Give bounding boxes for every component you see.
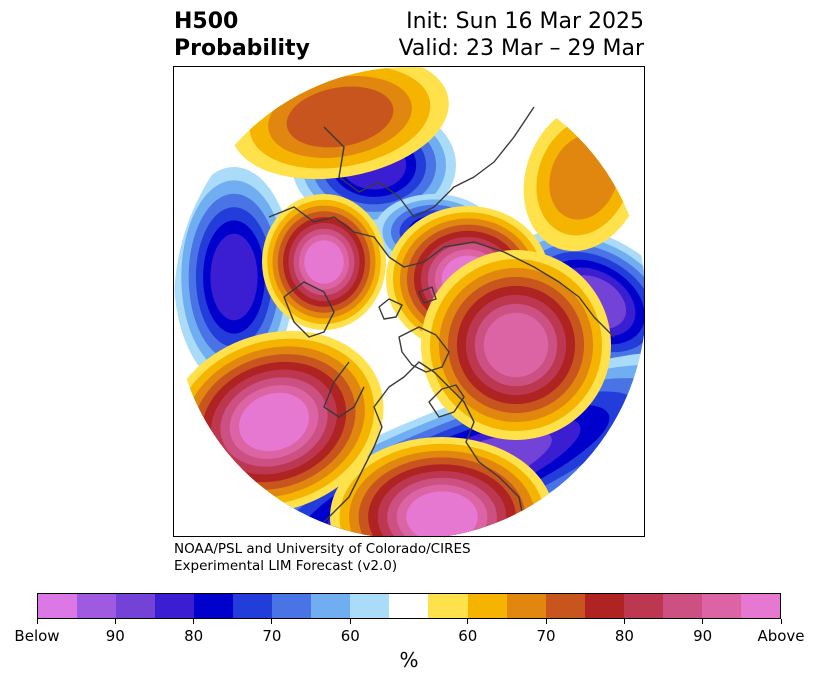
coastline-europe	[283, 281, 335, 338]
title-variable: H500	[174, 9, 239, 34]
map-title: H500 Probability	[174, 8, 310, 62]
colorbar-tick	[623, 619, 625, 624]
colorbar-swatch	[311, 594, 351, 618]
contour-band	[304, 240, 344, 284]
colorbar-swatch	[701, 594, 741, 618]
colorbar-tick	[114, 619, 116, 624]
colorbar-tick	[545, 619, 547, 624]
colorbar-tick-label: 60	[340, 627, 360, 645]
colorbar-swatch	[350, 594, 390, 618]
colorbar-swatch	[662, 594, 702, 618]
colorbar-tick	[36, 619, 38, 624]
contour-band	[210, 233, 258, 321]
anomaly-scandinavia-high	[421, 250, 611, 440]
colorbar-tick	[467, 619, 469, 624]
contour-band	[239, 392, 309, 452]
title-product: Probability	[174, 36, 310, 61]
credit-line-2: Experimental LIM Forecast (v2.0)	[174, 558, 398, 574]
colorbar-tick	[349, 619, 351, 624]
credit-line-1: NOAA/PSL and University of Colorado/CIRE…	[174, 541, 471, 557]
contour-band	[286, 86, 394, 148]
colorbar-swatch	[428, 594, 468, 618]
probability-contours	[174, 67, 644, 536]
init-date: Init: Sun 16 Mar 2025	[406, 9, 644, 34]
coastlines	[268, 106, 615, 536]
anomaly-pacific-high	[174, 330, 384, 514]
colorbar-swatch	[740, 594, 780, 618]
coastline-arctic-islands	[378, 286, 437, 320]
anomaly-gulf-high	[330, 437, 554, 536]
forecast-dates: Init: Sun 16 Mar 2025 Valid: 23 Mar – 29…	[399, 8, 644, 62]
contour-band	[406, 491, 478, 536]
colorbar-swatch	[545, 594, 585, 618]
colorbar-swatch	[623, 594, 663, 618]
coastline-asia-east	[323, 106, 535, 218]
colorbar-unit: %	[399, 648, 419, 672]
colorbar-swatch	[194, 594, 234, 618]
colorbar-tick-label: 80	[614, 627, 634, 645]
colorbar-swatch	[272, 594, 312, 618]
credit-text: NOAA/PSL and University of Colorado/CIRE…	[174, 541, 471, 575]
coastline-hudson-bay	[428, 384, 465, 418]
colorbar-tick	[271, 619, 273, 624]
colorbar-tick	[193, 619, 195, 624]
colorbar-tick	[780, 619, 782, 624]
polar-map	[173, 66, 645, 537]
anomaly-siberia-high	[262, 194, 386, 330]
colorbar-swatch	[389, 594, 429, 618]
colorbar-swatch	[233, 594, 273, 618]
coastline-alaska	[323, 361, 365, 418]
colorbar	[37, 593, 781, 619]
colorbar-swatch	[77, 594, 117, 618]
colorbar-tick-label: Above	[757, 627, 805, 645]
colorbar-tick-label: 70	[262, 627, 282, 645]
coastline-north-america	[323, 361, 525, 536]
valid-range: Valid: 23 Mar – 29 Mar	[398, 36, 644, 61]
colorbar-tick-label: 90	[693, 627, 713, 645]
colorbar-tick-label: 90	[105, 627, 125, 645]
colorbar-swatch	[116, 594, 156, 618]
colorbar-swatch	[38, 594, 78, 618]
colorbar-tick	[702, 619, 704, 624]
polar-map-canvas	[174, 67, 644, 536]
colorbar-tick-label: 60	[458, 627, 478, 645]
colorbar-tick-label: 70	[536, 627, 556, 645]
coastline-greenland	[398, 326, 450, 373]
colorbar-swatch	[467, 594, 507, 618]
colorbar-swatch	[155, 594, 195, 618]
coastline-eurasia	[268, 206, 615, 338]
colorbar-tick-label: 80	[184, 627, 204, 645]
colorbar-swatch	[506, 594, 546, 618]
colorbar-swatch	[584, 594, 624, 618]
contour-band	[483, 312, 549, 378]
anomaly-east-asia-low	[174, 167, 294, 387]
colorbar-tick-label: Below	[14, 627, 60, 645]
